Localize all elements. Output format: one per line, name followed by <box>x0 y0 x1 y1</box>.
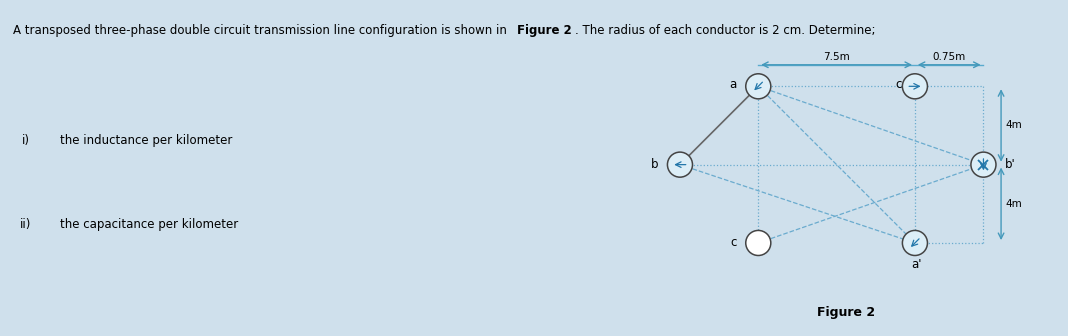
Text: the capacitance per kilometer: the capacitance per kilometer <box>61 218 238 232</box>
Text: Figure 2: Figure 2 <box>517 24 571 37</box>
Text: c: c <box>896 78 902 91</box>
Text: 0.75m: 0.75m <box>932 52 965 61</box>
Circle shape <box>745 74 771 99</box>
Text: Figure 2: Figure 2 <box>817 306 875 319</box>
Text: the inductance per kilometer: the inductance per kilometer <box>61 134 233 148</box>
Circle shape <box>902 230 927 255</box>
Text: ii): ii) <box>20 218 32 232</box>
Text: . The radius of each conductor is 2 cm. Determine;: . The radius of each conductor is 2 cm. … <box>575 24 875 37</box>
Text: i): i) <box>22 134 30 148</box>
Circle shape <box>971 152 996 177</box>
Text: b: b <box>650 158 658 171</box>
Text: A transposed three-phase double circuit transmission line configuration is shown: A transposed three-phase double circuit … <box>13 24 511 37</box>
Circle shape <box>902 74 927 99</box>
Text: a: a <box>729 78 737 91</box>
Text: 7.5m: 7.5m <box>823 52 850 61</box>
Text: c: c <box>731 237 737 249</box>
Text: b': b' <box>1005 158 1016 171</box>
Circle shape <box>745 230 771 255</box>
Text: 4m: 4m <box>1005 199 1022 209</box>
Text: a': a' <box>912 258 922 271</box>
Circle shape <box>668 152 692 177</box>
Text: 4m: 4m <box>1005 121 1022 130</box>
